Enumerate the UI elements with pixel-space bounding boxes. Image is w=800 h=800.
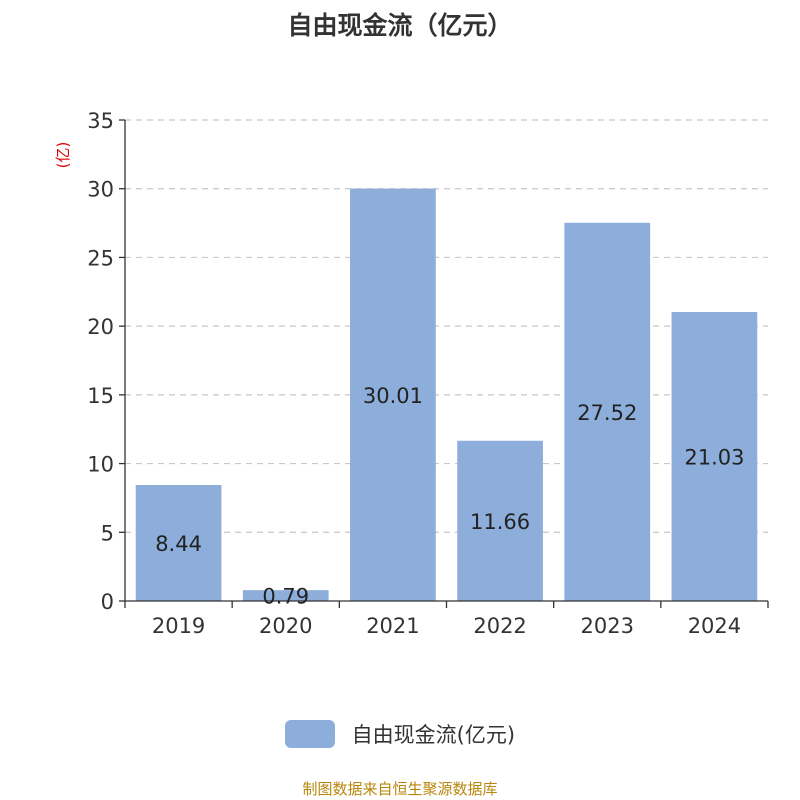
data-label: 11.66 <box>470 510 530 534</box>
y-tick-label: 5 <box>101 521 114 545</box>
axes: 0 5 10 15 20 25 30 35 2019 2020 2021 2022 2023 2024 <box>87 109 769 638</box>
y-axis-unit-label: (亿) <box>54 142 72 169</box>
x-tick-label: 2021 <box>366 614 419 638</box>
legend[interactable]: 自由现金流(亿元) <box>0 719 800 749</box>
bar-2021 <box>350 188 436 602</box>
y-tick-label: 35 <box>87 109 114 133</box>
data-label: 0.79 <box>262 585 309 609</box>
y-tick-label: 30 <box>87 178 114 202</box>
legend-swatch <box>284 720 335 748</box>
y-tick-label: 10 <box>87 453 114 477</box>
data-label: 27.52 <box>577 401 637 425</box>
bar-2022 <box>457 440 543 601</box>
data-label: 30.01 <box>363 384 423 408</box>
y-tick-label: 15 <box>87 384 114 408</box>
legend-label: 自由现金流(亿元) <box>351 723 516 747</box>
source-note: 制图数据来自恒生聚源数据库 <box>302 780 498 798</box>
bars <box>135 188 758 602</box>
bar-2023 <box>564 222 651 601</box>
bar-2024 <box>671 311 758 601</box>
bar-2020 <box>242 590 329 601</box>
y-tick-label: 25 <box>87 246 114 270</box>
data-labels: 8.44 0.79 30.01 11.66 27.52 21.03 <box>155 384 744 609</box>
x-tick-label: 2022 <box>473 614 526 638</box>
x-tick-label: 2019 <box>152 614 205 638</box>
y-tick-label: 20 <box>87 315 114 339</box>
data-label: 8.44 <box>155 532 202 556</box>
x-tick-label: 2024 <box>688 614 741 638</box>
x-tick-label: 2023 <box>581 614 634 638</box>
data-label: 21.03 <box>684 445 744 469</box>
y-tick-label: 0 <box>101 590 114 614</box>
chart-title: 自由现金流（亿元） <box>287 11 513 40</box>
x-tick-label: 2020 <box>259 614 312 638</box>
bar-2019 <box>135 485 222 601</box>
grid-lines <box>125 119 768 533</box>
